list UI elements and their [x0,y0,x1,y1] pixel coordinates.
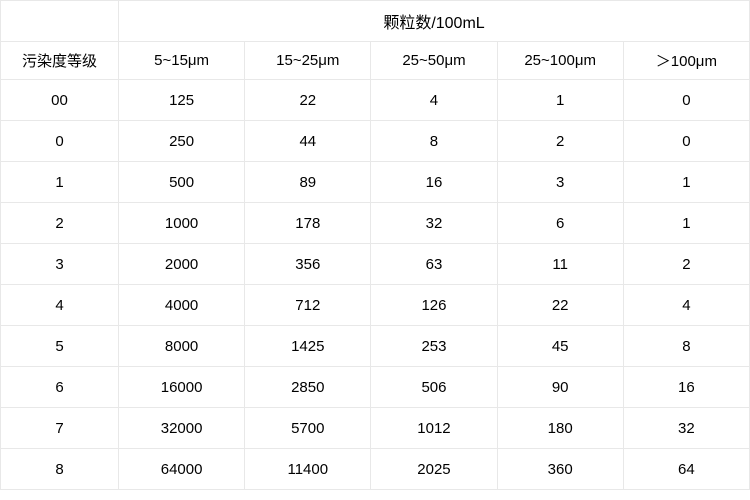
cell-value: 8 [371,121,497,162]
row-label: 5 [1,326,119,367]
cell-value: 1000 [119,203,245,244]
table-row: 0012522410 [1,80,750,121]
header-empty-cell [1,1,119,42]
column-header: 25~100μm [497,42,623,80]
cell-value: 22 [497,285,623,326]
cell-value: 712 [245,285,371,326]
column-header: 25~50μm [371,42,497,80]
table-row: 44000712126224 [1,285,750,326]
cell-value: 16 [371,162,497,203]
cell-value: 64000 [119,449,245,490]
cell-value: 64 [623,449,749,490]
cell-value: 4000 [119,285,245,326]
cell-value: 178 [245,203,371,244]
cell-value: 356 [245,244,371,285]
cell-value: 125 [119,80,245,121]
cell-value: 1 [623,203,749,244]
cell-value: 506 [371,367,497,408]
row-header-label: 污染度等级 [1,42,119,80]
row-label: 0 [1,121,119,162]
table-row: 61600028505069016 [1,367,750,408]
cell-value: 90 [497,367,623,408]
table-row: 580001425253458 [1,326,750,367]
table-row: 3200035663112 [1,244,750,285]
cell-value: 2 [497,121,623,162]
column-header: 5~15μm [119,42,245,80]
cell-value: 8 [623,326,749,367]
cell-value: 4 [623,285,749,326]
row-label: 4 [1,285,119,326]
table-row: 86400011400202536064 [1,449,750,490]
cell-value: 4 [371,80,497,121]
table-row: 1500891631 [1,162,750,203]
header-title: 颗粒数/100mL [119,1,750,42]
cell-value: 360 [497,449,623,490]
cell-value: 1 [497,80,623,121]
cell-value: 32 [623,408,749,449]
row-label: 3 [1,244,119,285]
cell-value: 22 [245,80,371,121]
cell-value: 45 [497,326,623,367]
cell-value: 32000 [119,408,245,449]
row-label: 2 [1,203,119,244]
cell-value: 11 [497,244,623,285]
table-body: 0012522410025044820150089163121000178326… [1,80,750,490]
cell-value: 253 [371,326,497,367]
column-header: 15~25μm [245,42,371,80]
cell-value: 3 [497,162,623,203]
column-header: ＞100μm [623,42,749,80]
cell-value: 2000 [119,244,245,285]
cell-value: 89 [245,162,371,203]
cell-value: 2025 [371,449,497,490]
row-label: 1 [1,162,119,203]
cell-value: 1012 [371,408,497,449]
cell-value: 0 [623,80,749,121]
table-row: 7320005700101218032 [1,408,750,449]
row-label: 6 [1,367,119,408]
cell-value: 32 [371,203,497,244]
cell-value: 2850 [245,367,371,408]
cell-value: 44 [245,121,371,162]
cell-value: 8000 [119,326,245,367]
cell-value: 250 [119,121,245,162]
cell-value: 0 [623,121,749,162]
row-label: 8 [1,449,119,490]
row-label: 7 [1,408,119,449]
cell-value: 16000 [119,367,245,408]
cell-value: 2 [623,244,749,285]
cell-value: 6 [497,203,623,244]
particle-count-table: 颗粒数/100mL 污染度等级 5~15μm 15~25μm 25~50μm 2… [0,0,750,490]
cell-value: 180 [497,408,623,449]
cell-value: 16 [623,367,749,408]
table-row: 025044820 [1,121,750,162]
cell-value: 5700 [245,408,371,449]
cell-value: 11400 [245,449,371,490]
cell-value: 126 [371,285,497,326]
table-row: 210001783261 [1,203,750,244]
cell-value: 1 [623,162,749,203]
cell-value: 1425 [245,326,371,367]
cell-value: 63 [371,244,497,285]
row-label: 00 [1,80,119,121]
cell-value: 500 [119,162,245,203]
